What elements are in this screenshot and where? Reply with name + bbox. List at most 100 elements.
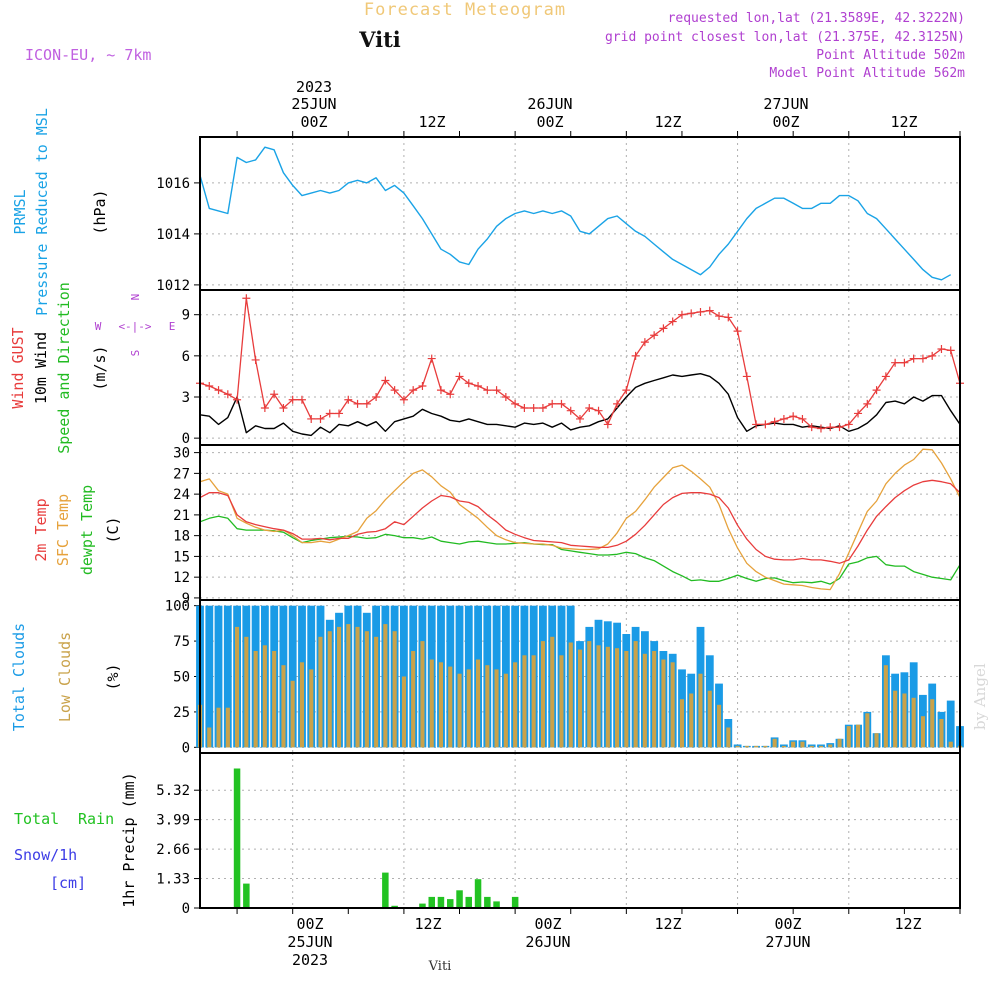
low-cloud-bar [763, 745, 768, 748]
rain-bar [391, 905, 398, 908]
low-cloud-bar [272, 651, 277, 748]
wind-speed-line [199, 373, 961, 437]
gust-marker [742, 372, 751, 381]
gust-marker [381, 376, 390, 385]
gust-marker [260, 403, 269, 412]
low-cloud-bar [856, 724, 861, 748]
ytick-label-temperature: 12 [173, 570, 190, 586]
ytick-label-temperature: 18 [173, 529, 190, 545]
total-cloud-bar [214, 605, 223, 748]
low-cloud-bar [550, 636, 555, 748]
gust-marker [474, 382, 483, 391]
top-hour-00z-25: 00Z [300, 113, 327, 131]
gust-marker [288, 395, 297, 404]
low-cloud-bar [865, 713, 870, 748]
gust-marker [900, 358, 909, 367]
gust-marker [335, 409, 344, 418]
gust-marker [214, 386, 223, 395]
gust-marker [233, 395, 242, 404]
cloud-label-low: Low Clouds [56, 632, 74, 722]
gust-marker [399, 395, 408, 404]
ytick-label-wind: 0 [182, 431, 190, 447]
chart-title: Forecast Meteogram [364, 0, 566, 20]
low-cloud-bar [503, 673, 508, 748]
gust-marker [928, 351, 937, 360]
pressure-line [199, 146, 952, 281]
temp-label-dewpt: dewpt Temp [78, 485, 96, 575]
low-cloud-bar [327, 631, 332, 748]
low-cloud-bar [679, 699, 684, 748]
top-hour-12z-26: 12Z [654, 113, 681, 131]
gust-marker [418, 382, 427, 391]
gust-marker [297, 395, 306, 404]
bottom-hour-00z-25: 00Z [296, 915, 323, 933]
ytick-label-pressure: 1014 [156, 227, 190, 243]
gust-marker [816, 424, 825, 433]
pressure-label-unit: (hPa) [91, 189, 109, 234]
gust-marker [436, 386, 445, 395]
low-cloud-bar [837, 738, 842, 748]
gust-marker [946, 346, 955, 355]
bottom-day-26jun: 26JUN [525, 933, 570, 951]
precip-legend-cm: [cm] [50, 874, 86, 892]
gust-marker [761, 420, 770, 429]
rain-bar [493, 901, 500, 908]
wind-label-10m: 10m Wind [32, 332, 50, 404]
low-cloud-bar [540, 641, 545, 748]
low-cloud-bar [735, 745, 740, 748]
low-cloud-bar [337, 626, 342, 748]
panel-pressure: 1012 1014 1016 [156, 136, 961, 294]
panel-precip: 0 1.33 2.66 3.99 5.32 [156, 752, 961, 917]
low-cloud-bar [476, 659, 481, 748]
gust-marker [881, 372, 890, 381]
top-hour-00z-27: 00Z [772, 113, 799, 131]
low-cloud-bar [578, 649, 583, 748]
total-cloud-bar [223, 605, 232, 748]
gust-marker [390, 386, 399, 395]
top-day-26jun: 26JUN [527, 95, 572, 113]
low-cloud-bar [513, 662, 518, 748]
low-cloud-bar [717, 704, 722, 748]
ytick-label-temperature: 30 [173, 446, 190, 462]
gust-marker [372, 392, 381, 401]
ytick-label-precip: 2.66 [156, 842, 190, 858]
gust-marker [455, 372, 464, 381]
gust-marker [427, 354, 436, 363]
2m-temp-line [199, 479, 961, 564]
rain-bar [437, 896, 445, 908]
low-cloud-bar [930, 699, 935, 748]
gust-marker [576, 414, 584, 423]
low-cloud-bar [948, 741, 953, 748]
gust-marker [659, 324, 668, 333]
model-name: ICON-EU, ~ 7km [25, 46, 151, 64]
low-cloud-bar [309, 669, 314, 748]
gust-marker [251, 355, 260, 364]
low-cloud-bar [893, 690, 898, 748]
gust-marker [594, 406, 603, 415]
low-cloud-bar [346, 624, 351, 748]
low-cloud-bar [633, 641, 638, 748]
low-cloud-bar [235, 626, 240, 748]
gust-marker [918, 354, 927, 363]
low-cloud-bar [707, 690, 712, 748]
gust-marker [279, 403, 288, 412]
low-cloud-bar [457, 673, 462, 748]
cloud-labels: Total Clouds Low Clouds (%) [10, 623, 122, 731]
dewpt-temp-line [199, 515, 961, 585]
gust-marker [844, 420, 853, 429]
gust-marker [353, 399, 362, 408]
temperature-labels: 2m Temp SFC Temp dewpt Temp (C) [32, 485, 122, 575]
ytick-label-clouds: 75 [173, 634, 190, 650]
gust-marker [937, 344, 946, 353]
gust-marker [538, 403, 547, 412]
gust-marker [548, 399, 557, 408]
low-cloud-bar [828, 744, 833, 748]
gust-marker [409, 386, 418, 395]
gust-marker [344, 395, 353, 404]
low-cloud-bar [429, 659, 434, 748]
low-cloud-bar [698, 673, 703, 748]
bottom-time-axis: 00Z 25JUN 2023 12Z 00Z 26JUN 12Z 00Z 27J… [287, 915, 921, 969]
low-cloud-bar [262, 645, 267, 748]
gust-marker [631, 351, 640, 360]
